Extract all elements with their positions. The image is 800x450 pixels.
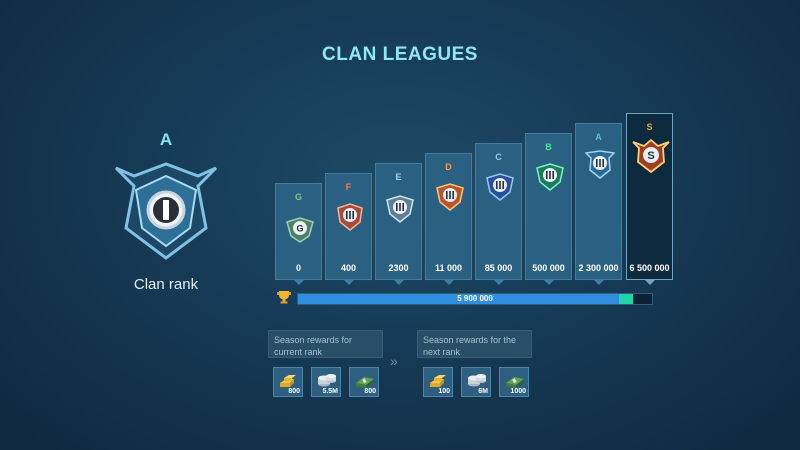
league-b-badge-icon bbox=[536, 163, 564, 191]
league-column-c[interactable]: C 85 000 bbox=[475, 143, 522, 285]
league-column-f[interactable]: F 400 bbox=[325, 173, 372, 285]
league-column-s[interactable]: S S 6 500 000 bbox=[626, 113, 673, 285]
league-column-e[interactable]: E 2300 bbox=[375, 163, 422, 285]
league-letter: S bbox=[646, 122, 653, 132]
league-column-b[interactable]: B 500 000 bbox=[525, 133, 572, 285]
league-letter: G bbox=[294, 192, 302, 202]
reward-amount: 800 bbox=[364, 388, 376, 395]
league-letter: F bbox=[345, 182, 352, 192]
svg-text:G: G bbox=[296, 224, 303, 234]
svg-text:S: S bbox=[647, 150, 654, 162]
cash-bundle-icon bbox=[356, 377, 374, 388]
current-reward-item[interactable]: 800 bbox=[349, 367, 379, 397]
current-rewards-heading: Season rewards for current rank bbox=[268, 330, 383, 358]
gold-bars-icon bbox=[430, 375, 446, 387]
reward-amount: 800 bbox=[288, 388, 300, 395]
clan-rank-label: Clan rank bbox=[133, 276, 199, 293]
progress-fill bbox=[298, 294, 619, 304]
league-column-g[interactable]: G G 0 bbox=[275, 183, 322, 285]
league-threshold: 11 000 bbox=[434, 263, 463, 273]
league-letter: E bbox=[395, 172, 402, 182]
cash-bundle-icon bbox=[506, 377, 524, 388]
league-f-badge-icon bbox=[337, 203, 363, 231]
current-rank-panel: A Clan rank bbox=[106, 130, 226, 293]
reward-amount: 5.5M bbox=[322, 388, 338, 395]
league-column-a[interactable]: A 2 300 000 bbox=[575, 123, 622, 285]
page-title: CLAN LEAGUES bbox=[322, 44, 478, 65]
progress-tip bbox=[619, 294, 633, 304]
next-reward-item[interactable]: 100 bbox=[423, 367, 453, 397]
league-threshold: 0 bbox=[295, 263, 301, 273]
league-progress-bar: 5 900 000 bbox=[297, 293, 653, 305]
league-d-badge-icon bbox=[436, 183, 464, 211]
league-letter: C bbox=[495, 152, 502, 162]
progress-value: 5 900 000 bbox=[457, 294, 493, 303]
league-s-badge-icon: S bbox=[632, 138, 670, 174]
current-reward-item[interactable]: 5.5M bbox=[311, 367, 341, 397]
league-threshold: 2300 bbox=[388, 263, 409, 273]
league-c-badge-icon bbox=[486, 173, 514, 201]
league-threshold: 400 bbox=[340, 263, 357, 273]
next-rewards-heading: Season rewards for the next rank bbox=[417, 330, 532, 358]
next-reward-item[interactable]: 1000 bbox=[499, 367, 529, 397]
league-g-badge-icon: G bbox=[286, 217, 314, 243]
league-letter: D bbox=[445, 162, 452, 172]
silver-coins-icon bbox=[468, 374, 486, 387]
league-e-badge-icon bbox=[386, 195, 414, 223]
reward-amount: 100 bbox=[438, 388, 450, 395]
reward-amount: 1000 bbox=[510, 388, 526, 395]
trophy-icon bbox=[277, 291, 291, 304]
reward-amount: 6M bbox=[478, 388, 488, 395]
league-threshold: 85 000 bbox=[484, 263, 513, 273]
rank-a-badge-icon bbox=[106, 158, 226, 268]
next-arrow-icon: » bbox=[390, 353, 398, 369]
league-a-badge-icon bbox=[585, 150, 615, 179]
league-threshold: 500 000 bbox=[532, 263, 565, 273]
league-column-d[interactable]: D 11 000 bbox=[425, 153, 472, 285]
next-reward-item[interactable]: 6M bbox=[461, 367, 491, 397]
current-reward-item[interactable]: 800 bbox=[273, 367, 303, 397]
league-threshold: 6 500 000 bbox=[629, 263, 670, 273]
silver-coins-icon bbox=[318, 374, 336, 387]
gold-bars-icon bbox=[280, 375, 296, 387]
league-letter: A bbox=[595, 132, 602, 142]
league-letter: B bbox=[545, 142, 552, 152]
current-rank-letter: A bbox=[159, 130, 173, 149]
league-threshold: 2 300 000 bbox=[578, 263, 619, 273]
